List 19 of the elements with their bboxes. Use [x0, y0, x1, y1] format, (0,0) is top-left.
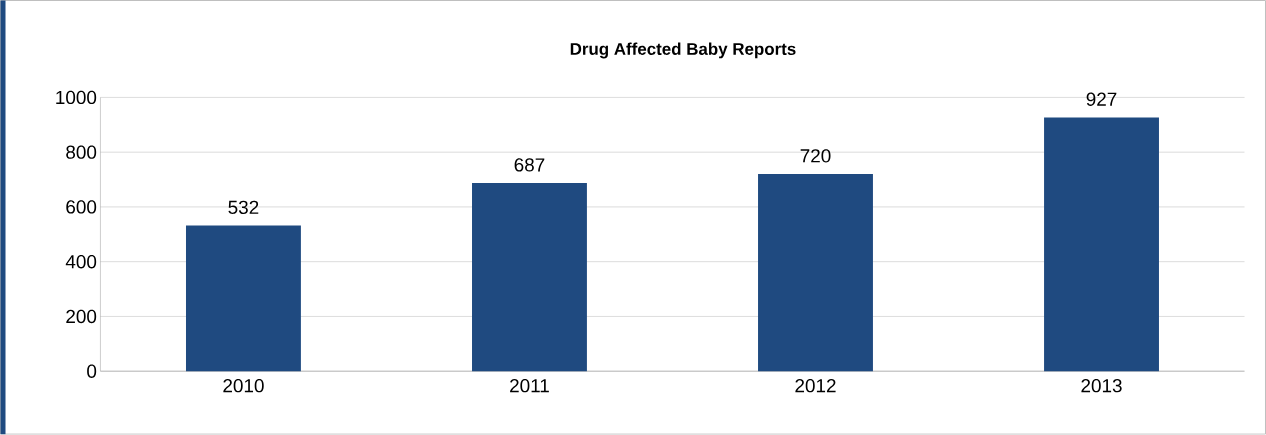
data-label: 927	[1086, 92, 1117, 107]
bar	[185, 225, 301, 372]
y-tick-label: 800	[66, 145, 97, 160]
bar	[472, 183, 587, 372]
bar	[1044, 117, 1159, 372]
y-tick-label: 1000	[56, 90, 97, 105]
bar	[758, 174, 873, 372]
y-tick-label: 600	[66, 200, 97, 214]
x-tick-label: 2012	[795, 379, 836, 393]
y-tick-label: 200	[66, 309, 97, 324]
data-label: 687	[514, 158, 545, 172]
x-tick-label: 2013	[1081, 379, 1122, 393]
y-tick-label: 0	[87, 364, 97, 379]
y-tick-label: 400	[65, 255, 97, 269]
chart-title: Drug Affected Baby Reports	[570, 42, 796, 59]
x-tick-label: 2011	[510, 379, 549, 393]
data-label: 720	[800, 149, 831, 163]
x-tick-label: 2010	[223, 379, 264, 393]
data-label: 532	[228, 200, 259, 215]
